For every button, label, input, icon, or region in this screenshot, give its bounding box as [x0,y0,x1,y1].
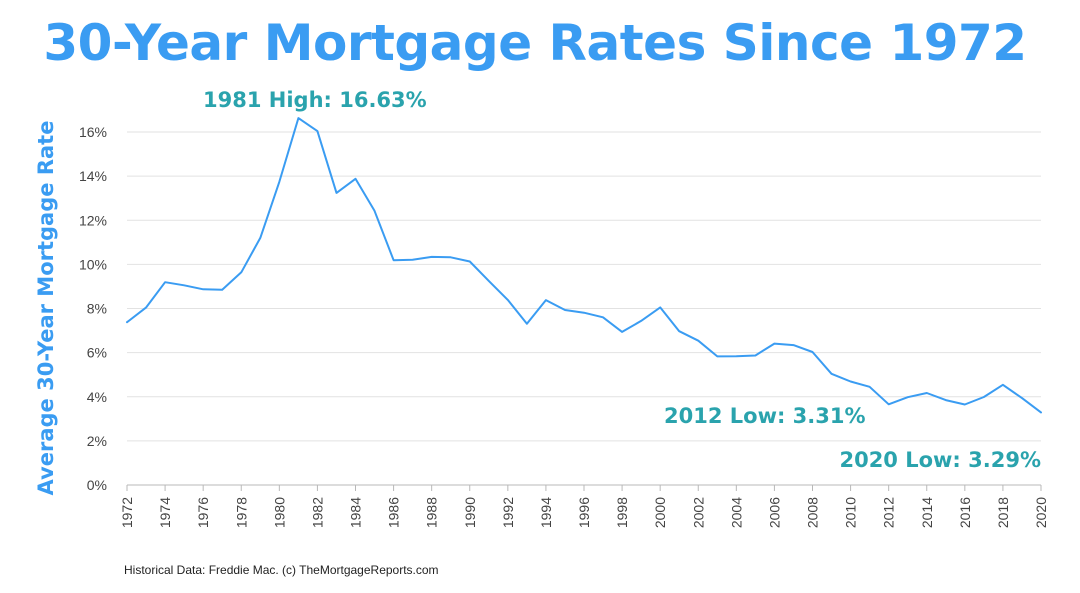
x-axis-ticks: 1972 1974 1976 1978 1980 1982 1984 1986 1988 1990… [119,485,1049,528]
y-tick-label: 4% [87,389,107,405]
x-tick-label: 1992 [500,497,516,528]
x-tick-label: 1994 [538,497,554,528]
x-tick-label: 2010 [843,497,859,528]
y-tick-label: 2% [87,433,107,449]
x-tick-label: 2000 [652,497,668,528]
annotation-1981-high: 1981 High: 16.63% [203,88,427,112]
y-tick-label: 6% [87,345,107,361]
y-axis-ticks: 0% 2% 4% 6% 8% 10% 12% 14% 16% [79,124,107,493]
y-tick-label: 10% [79,256,107,272]
x-tick-label: 2002 [690,497,706,528]
x-tick-label: 1982 [309,497,325,528]
x-tick-label: 1988 [424,497,440,528]
x-tick-label: 2012 [881,497,897,528]
y-tick-label: 0% [87,477,107,493]
x-tick-label: 1990 [462,497,478,528]
x-tick-label: 2006 [766,497,782,528]
y-tick-label: 12% [79,212,107,228]
gridlines [127,131,1041,486]
x-tick-label: 2008 [805,497,821,528]
x-tick-label: 2020 [1033,497,1049,528]
x-tick-label: 1980 [271,497,287,528]
x-tick-label: 1972 [119,497,135,528]
series-layer [126,117,1042,414]
x-tick-label: 2004 [728,497,744,528]
y-axis-label: Average 30-Year Mortgage Rate [34,121,58,496]
source-note: Historical Data: Freddie Mac. (c) TheMor… [124,563,439,577]
chart-title: 30-Year Mortgage Rates Since 1972 [43,14,1027,72]
x-tick-label: 2018 [995,497,1011,528]
y-tick-label: 8% [87,301,107,317]
x-tick-label: 2016 [957,497,973,528]
y-tick-label: 16% [79,124,107,140]
x-tick-label: 2014 [919,497,935,528]
x-tick-label: 1998 [614,497,630,528]
x-tick-label: 1974 [157,497,173,528]
series-line-0 [126,117,1042,414]
annotation-2012-low: 2012 Low: 3.31% [664,404,866,428]
x-tick-label: 1984 [348,497,364,528]
x-tick-label: 1986 [386,497,402,528]
annotation-2020-low: 2020 Low: 3.29% [839,448,1041,472]
x-tick-label: 1978 [233,497,249,528]
x-tick-label: 1996 [576,497,592,528]
y-tick-label: 14% [79,168,107,184]
x-tick-label: 1976 [195,497,211,528]
